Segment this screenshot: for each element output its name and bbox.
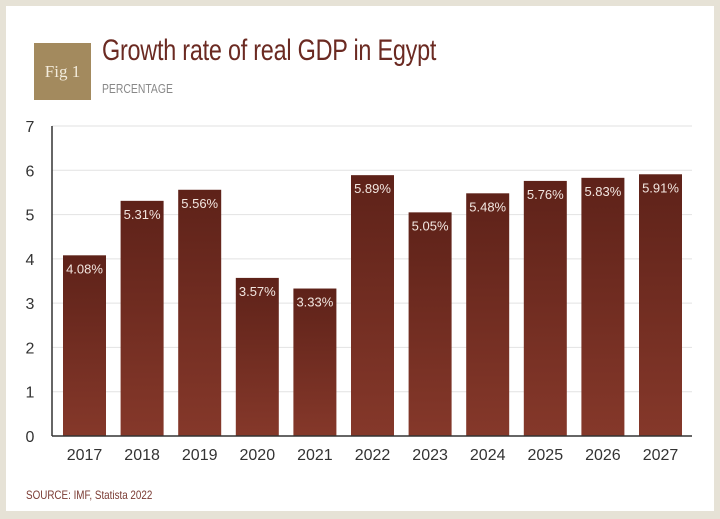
bar-2021 (293, 288, 337, 436)
bar-2025 (523, 180, 567, 436)
data-label: 5.31% (124, 207, 161, 222)
bar-2022 (351, 175, 394, 436)
y-tick-label: 0 (26, 429, 35, 446)
bar-2026 (581, 177, 625, 437)
x-tick-label: 2017 (67, 447, 103, 464)
bar-2023 (408, 212, 452, 436)
x-tick-label: 2023 (412, 447, 448, 464)
x-tick-label: 2025 (528, 447, 564, 464)
data-label: 3.57% (239, 284, 276, 299)
x-tick-label: 2024 (470, 447, 506, 464)
y-tick-label: 1 (26, 385, 35, 402)
data-label: 5.89% (354, 181, 391, 196)
bar-2027 (639, 174, 682, 436)
data-label: 5.48% (469, 199, 506, 214)
bar-2018 (120, 200, 164, 436)
x-tick-label: 2020 (240, 447, 276, 464)
y-tick-label: 4 (26, 252, 35, 269)
x-tick-label: 2026 (585, 447, 621, 464)
x-tick-label: 2027 (643, 447, 679, 464)
chart-subtitle: PERCENTAGE (102, 81, 173, 96)
data-label: 5.56% (181, 196, 218, 211)
bar-2024 (466, 193, 510, 436)
data-label: 5.91% (642, 180, 679, 195)
data-label: 5.76% (527, 187, 564, 202)
data-label: 3.33% (296, 295, 333, 310)
x-tick-label: 2018 (124, 447, 160, 464)
y-tick-label: 2 (26, 340, 35, 357)
bar-2020 (235, 277, 279, 436)
data-label: 5.83% (584, 184, 621, 199)
y-tick-label: 7 (26, 119, 35, 136)
data-label: 5.05% (412, 218, 449, 233)
chart-source: SOURCE: IMF, Statista 2022 (26, 488, 153, 502)
bar-2017 (63, 255, 106, 436)
chart-title: Growth rate of real GDP in Egypt (102, 34, 437, 67)
data-label: 4.08% (66, 261, 103, 276)
figure-badge: Fig 1 (34, 43, 91, 100)
bar-2019 (178, 189, 222, 436)
y-tick-label: 6 (26, 163, 35, 180)
x-tick-label: 2019 (182, 447, 218, 464)
x-tick-label: 2021 (297, 447, 333, 464)
y-tick-label: 5 (26, 208, 35, 225)
y-tick-label: 3 (26, 296, 35, 313)
x-tick-label: 2022 (355, 447, 391, 464)
